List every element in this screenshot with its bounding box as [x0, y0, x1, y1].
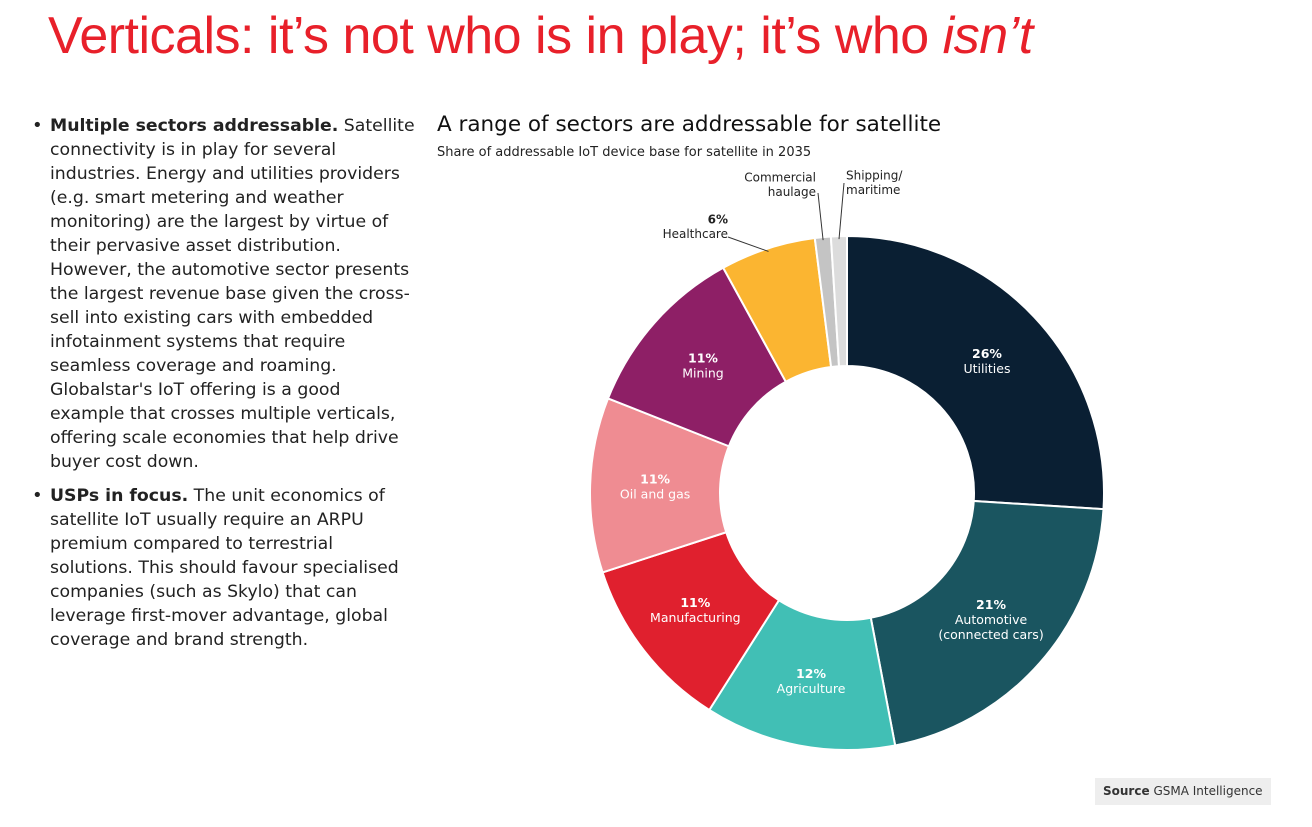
slice-value-label: 12%: [796, 666, 826, 681]
slice-category-label: Agriculture: [777, 681, 846, 696]
slice-value-label: 11%: [640, 471, 670, 486]
bullet-heading: USPs in focus.: [50, 486, 189, 506]
slice-category-label: Oil and gas: [620, 486, 690, 501]
donut-slice: [829, 234, 848, 368]
slice-category-label: (connected cars): [938, 627, 1043, 642]
callout-category-label: Healthcare: [663, 227, 728, 241]
slice-category-label: Utilities: [963, 361, 1010, 376]
donut-slices: [589, 234, 1105, 751]
bullet-dot-icon: •: [32, 115, 43, 136]
donut-chart: 26%Utilities 21%Automotive(connected cars…: [589, 170, 1105, 751]
callout-category-label: Commercial: [744, 171, 816, 185]
callout-leader-line: [727, 236, 769, 252]
slice-value-label: 21%: [976, 597, 1006, 612]
chart-title: A range of sectors are addressable for s…: [437, 112, 942, 137]
bullet-item: • USPs in focus. The unit economics of sa…: [26, 484, 418, 652]
page-title: Verticals: it’s not who is in play; it’s…: [48, 6, 1033, 66]
callout-category-label: haulage: [768, 185, 816, 199]
callout-leader-line: [838, 182, 845, 240]
bullet-item: • Multiple sectors addressable. Satellite…: [26, 114, 418, 474]
donut-slice: [869, 499, 1105, 747]
donut-slice: [846, 234, 1105, 511]
callout-value-label: 6%: [708, 213, 728, 227]
donut-labels: 26%Utilities 21%Automotive(connected cars…: [620, 170, 1044, 696]
bullet-text: Satellite connectivity is in play for se…: [50, 116, 415, 472]
slice-category-label: Manufacturing: [650, 610, 741, 625]
bullet-text: The unit economics of satellite IoT usua…: [50, 486, 399, 650]
chart-subtitle: Share of addressable IoT device base for…: [437, 145, 812, 160]
bullet-heading: Multiple sectors addressable.: [50, 116, 339, 136]
slice-value-label: 26%: [972, 346, 1002, 361]
source-label: Source: [1103, 784, 1150, 798]
source-note: Source GSMA Intelligence: [1095, 778, 1271, 805]
page-title-main: Verticals: it’s not who is in play; it’s…: [48, 7, 943, 65]
callout-category-label: Shipping/: [846, 170, 903, 183]
slice-value-label: 11%: [688, 351, 718, 366]
slice-category-label: Automotive: [955, 612, 1028, 627]
bullet-dot-icon: •: [32, 485, 43, 506]
callout-leader-line: [817, 192, 824, 241]
bullet-list: • Multiple sectors addressable. Satellite…: [26, 114, 418, 662]
page-title-emphasis: isn’t: [942, 7, 1033, 65]
slice-value-label: 11%: [680, 595, 710, 610]
slice-category-label: Mining: [682, 366, 724, 381]
callout-category-label: maritime: [846, 183, 900, 197]
source-text: GSMA Intelligence: [1153, 784, 1263, 798]
